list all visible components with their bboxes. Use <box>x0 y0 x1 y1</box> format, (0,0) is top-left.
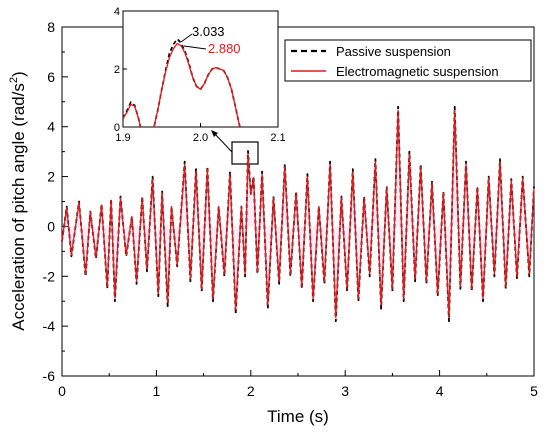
y-axis-title-superscript: 2 <box>8 77 20 83</box>
x-tick-label: 5 <box>530 383 538 399</box>
legend-frame <box>284 39 532 82</box>
x-tick-label: 0 <box>58 383 66 399</box>
y-tick-label: -4 <box>43 318 56 334</box>
series-line-electromagnetic <box>61 109 535 319</box>
y-tick-label: -6 <box>43 368 56 384</box>
y-tick-label: -2 <box>43 268 56 284</box>
y-axis-title: Acceleration of pitch angle (rad/s2) <box>8 71 28 330</box>
inset-y-tick-label: 4 <box>114 6 120 18</box>
inset-annotation-leader-passive <box>180 33 193 43</box>
inset-annotation-passive: 3.033 <box>192 24 225 39</box>
inset-annotation-leader-electromagnetic <box>183 45 207 50</box>
inset-x-tick-label: 2.1 <box>270 132 285 144</box>
x-tick-label: 3 <box>341 383 349 399</box>
y-tick-label: 4 <box>47 119 55 135</box>
inset-annotation-electromagnetic: 2.880 <box>208 41 241 56</box>
y-tick-label: 0 <box>47 218 55 234</box>
legend-label-passive: Passive suspension <box>336 44 451 59</box>
main-plot-area: -6 -4 -2 0 2 4 6 8 0 1 2 3 4 5 <box>43 19 539 399</box>
inset-y-tick-label: 0 <box>114 122 120 134</box>
zoom-arrow <box>213 132 233 153</box>
x-tick-label: 2 <box>247 383 255 399</box>
inset-series-line-electromagnetic <box>123 42 241 127</box>
x-tick-label: 4 <box>436 383 444 399</box>
y-tick-label: 8 <box>47 19 55 35</box>
zoom-arrowhead <box>211 130 218 137</box>
inset-x-tick-label: 1.9 <box>115 132 130 144</box>
inset-y-tick-label: 2 <box>114 64 120 76</box>
x-axis-title: Time (s) <box>267 407 329 426</box>
y-tick-label: 2 <box>47 169 55 185</box>
legend: Passive suspension Electromagnetic suspe… <box>284 39 532 82</box>
y-axis-title-main: Acceleration of pitch angle (rad/s <box>9 83 28 331</box>
inset-x-tick-label: 2.0 <box>193 132 208 144</box>
y-axis-title-close: ) <box>9 71 28 77</box>
y-tick-label: 6 <box>47 69 55 85</box>
x-tick-label: 1 <box>153 383 161 399</box>
legend-label-electromagnetic: Electromagnetic suspension <box>336 64 499 79</box>
inset-plot-area: 0 2 4 1.9 2.0 2.1 3.033 2.880 <box>114 6 286 144</box>
zoom-region-box <box>231 141 259 165</box>
